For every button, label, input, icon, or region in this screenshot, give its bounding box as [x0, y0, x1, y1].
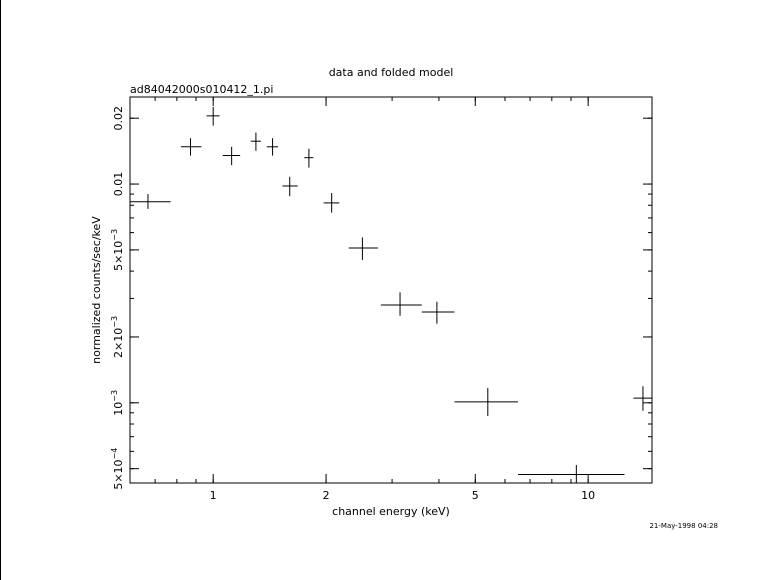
data-point	[323, 193, 340, 213]
y-tick-label: 0.01	[112, 172, 125, 197]
x-tick-label: 5	[472, 489, 479, 502]
chart-title: data and folded model	[329, 66, 454, 79]
y-axis-ticks: 5×10−4 10−3 2×10−3 5×10−3 0.01 0.02	[110, 106, 652, 490]
data-point	[282, 176, 298, 197]
data-point	[180, 138, 202, 156]
x-tick-label: 10	[581, 489, 595, 502]
x-minor-ticks	[129, 97, 589, 483]
y-tick-label: 0.02	[112, 106, 125, 130]
x-axis-label: channel energy (keV)	[332, 505, 450, 518]
plot-frame	[129, 96, 653, 484]
data-point	[633, 386, 652, 411]
data-point	[454, 387, 519, 417]
y-tick-label: 10−3	[110, 390, 125, 416]
data-point	[421, 301, 455, 324]
x-axis-ticks: 1 2 5 10	[210, 97, 595, 502]
y-axis-label: normalized counts/sec/keV	[90, 216, 103, 364]
data-point	[222, 146, 241, 166]
data-point	[130, 194, 171, 209]
y-minor-ticks	[130, 117, 652, 470]
data-point	[206, 107, 220, 126]
data-point	[304, 148, 314, 168]
y-tick-label: 5×10−4	[110, 448, 125, 490]
x-tick-label: 2	[323, 489, 330, 502]
data-point	[380, 292, 422, 316]
data-point	[266, 138, 279, 156]
data-point	[348, 237, 378, 260]
window-left-border	[0, 0, 1, 580]
x-tick-label: 1	[210, 489, 217, 502]
y-tick-label: 5×10−3	[110, 229, 125, 271]
data-point	[250, 132, 261, 151]
y-tick-label: 2×10−3	[110, 316, 125, 358]
data-point	[518, 464, 625, 483]
timestamp: 21-May-1998 04:28	[649, 522, 718, 530]
data-points	[130, 107, 652, 483]
chart-subtitle: ad84042000s010412_1.pi	[130, 83, 273, 96]
